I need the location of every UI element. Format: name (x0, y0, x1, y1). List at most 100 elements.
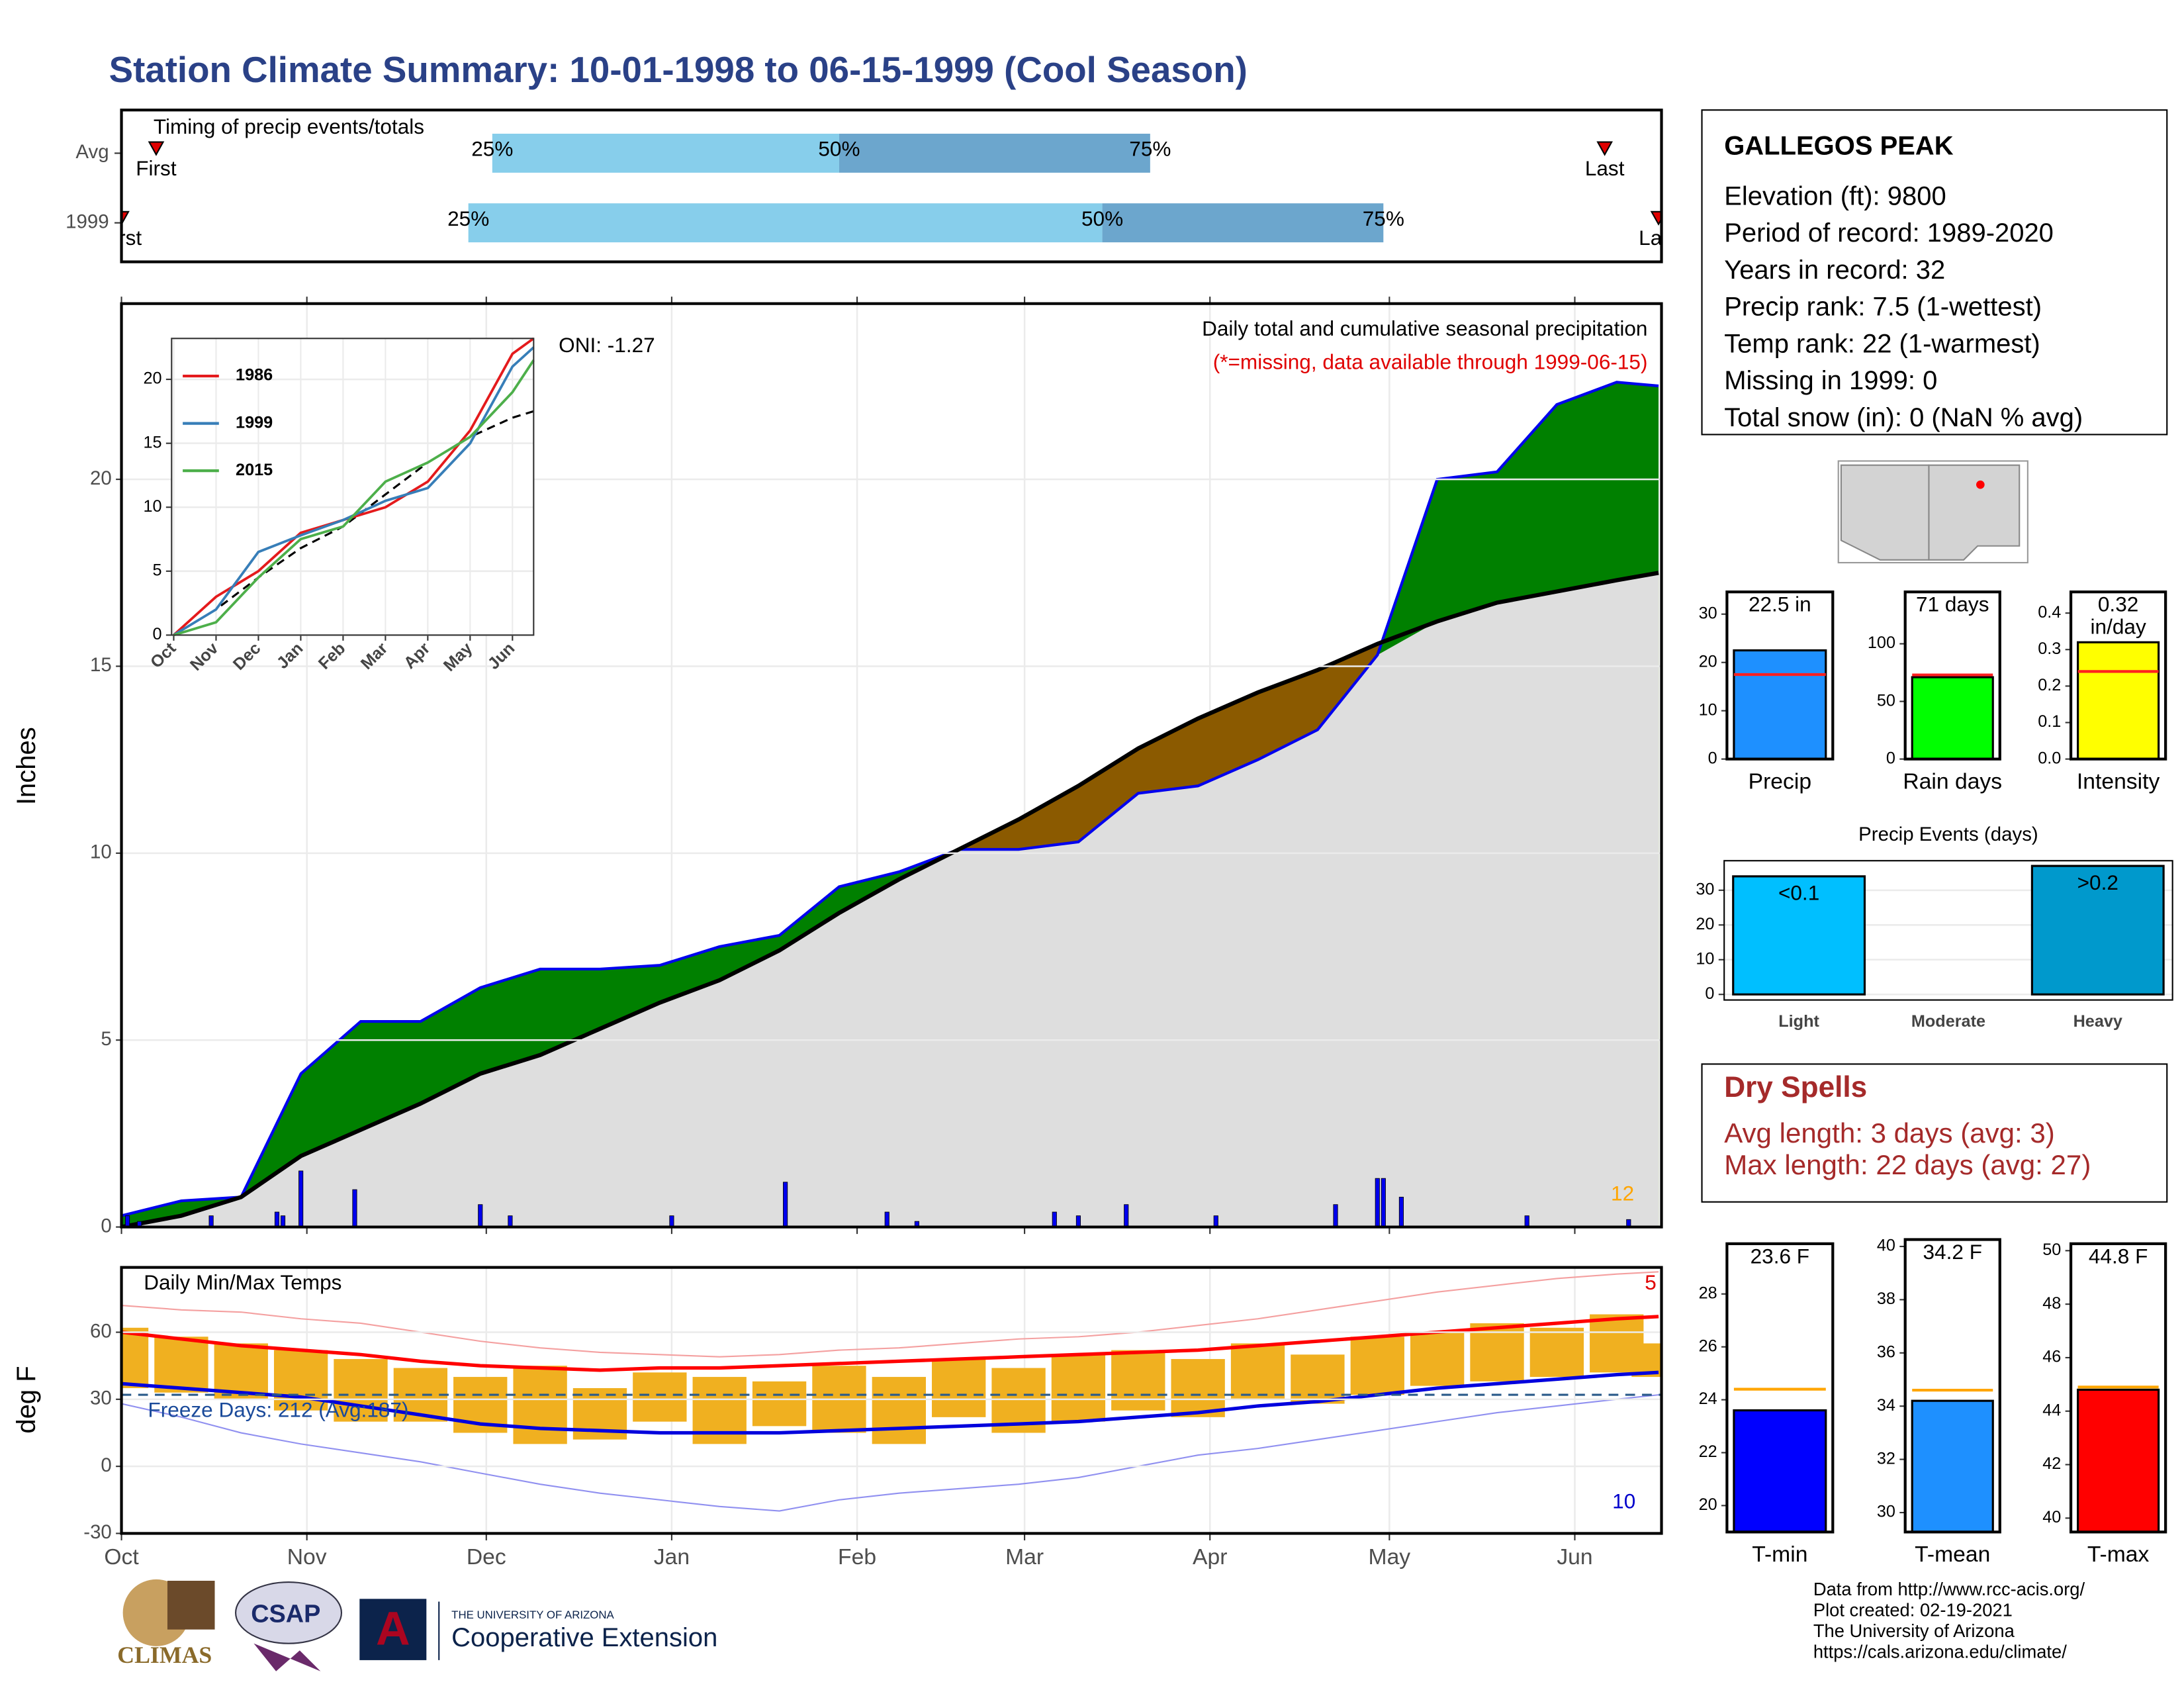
category-label: Moderate (1911, 1012, 1985, 1031)
daily-bar (1052, 1211, 1057, 1227)
y-tick-label: 48 (2042, 1294, 2061, 1313)
x-tick-label: Dec (467, 1545, 506, 1570)
x-tick-label: Apr (1193, 1545, 1227, 1570)
daily-bar (1333, 1204, 1338, 1227)
value-label: 34.2 F (1923, 1242, 1982, 1265)
value-label: 22.5 in (1748, 594, 1811, 618)
daily-bar (280, 1215, 286, 1227)
annotation: 10 (1612, 1489, 1635, 1513)
category-label: Heavy (2073, 1012, 2122, 1031)
category-label: Precip (1749, 769, 1811, 794)
y-tick-label: 30 (1696, 880, 1714, 899)
series-line (173, 337, 535, 636)
y-tick-label: 38 (1877, 1289, 1895, 1308)
cumulative-line (121, 381, 1659, 1217)
station-name: GALLEGOS PEAK (1724, 132, 1954, 161)
footer-line: Data from http://www.rcc-acis.org/ (1813, 1579, 2085, 1599)
temp-range-bar (633, 1372, 687, 1422)
box-frame (2069, 590, 2167, 761)
x-tick-label: Jun (1557, 1545, 1592, 1570)
logo-a: A (376, 1603, 410, 1656)
plot-frame (120, 1266, 1663, 1535)
daily-bar (1398, 1196, 1404, 1227)
y-tick-label: 24 (1699, 1389, 1717, 1408)
x-tick-label: Nov (287, 1545, 327, 1570)
marker-label: Last (1585, 156, 1625, 180)
y-tick-label: 10 (143, 497, 161, 516)
footer-line: Plot created: 02-19-2021 (1813, 1600, 2013, 1620)
cumulative-line (121, 571, 1659, 1227)
y-tick-label: 0.0 (2038, 749, 2061, 767)
station-box (1701, 109, 2168, 436)
logo-csap: CSAP (251, 1601, 320, 1628)
y-tick-label: 10 (1696, 949, 1714, 968)
temp-range-bar (513, 1366, 567, 1444)
value-label-box: 44.8 F (2089, 1246, 2148, 1268)
pct-label: 25% (471, 137, 513, 161)
daily-bar (137, 1221, 142, 1227)
station-line: Temp rank: 22 (1-warmest) (1724, 329, 2040, 358)
legend-label: 1999 (236, 413, 273, 432)
y-tick-label: 20 (90, 467, 112, 489)
y-tick-label: 50 (1877, 691, 1895, 710)
dry-spells-box (1701, 1063, 2168, 1203)
y-tick-label: 5 (153, 561, 162, 579)
row-label: 1999 (66, 211, 109, 232)
temp-range-bar (154, 1336, 208, 1393)
daily-bar (508, 1215, 513, 1227)
annotation: Daily total and cumulative seasonal prec… (1202, 316, 1647, 340)
category-label: Intensity (2077, 769, 2160, 794)
y-tick-label: 0 (1886, 749, 1895, 767)
value-label: 71 days (1915, 594, 1989, 618)
y-tick-label: 0 (1708, 749, 1717, 767)
logo-ua: THE UNIVERSITY OF ARIZONA (451, 1609, 614, 1621)
charts: 25% 50% 75% First Last 25% 50% 75% First Last Timi… (12, 109, 2173, 1570)
y-tick-label: 30 (1699, 604, 1717, 622)
y-tick-label: 46 (2042, 1348, 2061, 1366)
y-tick-label: 10 (1699, 700, 1717, 719)
y-axis-title: Inches (12, 727, 41, 805)
y-tick-label: 22 (1699, 1442, 1717, 1461)
category-label: Light (1778, 1012, 1819, 1031)
y-tick-label: 0.4 (2038, 603, 2061, 622)
station-line: Total snow (in): 0 (NaN % avg) (1724, 403, 2083, 432)
station-line: Years in record: 32 (1724, 256, 1945, 285)
event-marker (1596, 141, 1613, 156)
pct-label: 75% (1129, 137, 1171, 161)
x-tick-label: Mar (1005, 1545, 1044, 1570)
y-tick-label: 28 (1699, 1284, 1717, 1302)
row-label: Avg (75, 141, 109, 163)
base-area (121, 573, 1659, 1227)
locator-map (1837, 460, 2028, 564)
x-tick-label: May (1369, 1545, 1411, 1570)
series-line (173, 346, 535, 637)
daily-bar (884, 1211, 889, 1227)
station-line: Elevation (ft): 9800 (1724, 181, 1946, 211)
y-tick-label: 15 (143, 433, 161, 451)
y-tick-label: 60 (90, 1320, 112, 1342)
temp-range-bar (334, 1359, 388, 1422)
temp-range-bar (1410, 1332, 1465, 1386)
bar (1911, 676, 1994, 761)
station-line: Period of record: 1989-2020 (1724, 218, 2054, 248)
pct-label: 50% (1081, 207, 1123, 230)
pct-label: 25% (447, 207, 489, 230)
category-label: T-mean (1915, 1542, 1990, 1567)
temp-range-bar (1529, 1327, 1584, 1378)
y-tick-label: 10 (90, 841, 112, 863)
value-label-box: 22.5 in (1748, 594, 1811, 618)
y-tick-label: 0 (101, 1215, 111, 1237)
marker-label: Last (1639, 226, 1678, 250)
daily-bar (1213, 1215, 1218, 1227)
daily-bar (478, 1204, 483, 1227)
y-tick-label: 36 (1877, 1342, 1895, 1361)
logo-climas: CLIMAS (117, 1642, 212, 1668)
daily-bar (208, 1215, 214, 1227)
daily-bar (352, 1189, 357, 1227)
y-tick-label: 42 (2042, 1454, 2061, 1473)
freeze-label: Freeze Days: 212 (Avg:187) (148, 1398, 409, 1422)
temp-range-bar (121, 1327, 149, 1388)
legend-label: 2015 (236, 461, 273, 479)
y-tick-label: 32 (1877, 1449, 1895, 1468)
temp-range-bar (1350, 1336, 1404, 1395)
